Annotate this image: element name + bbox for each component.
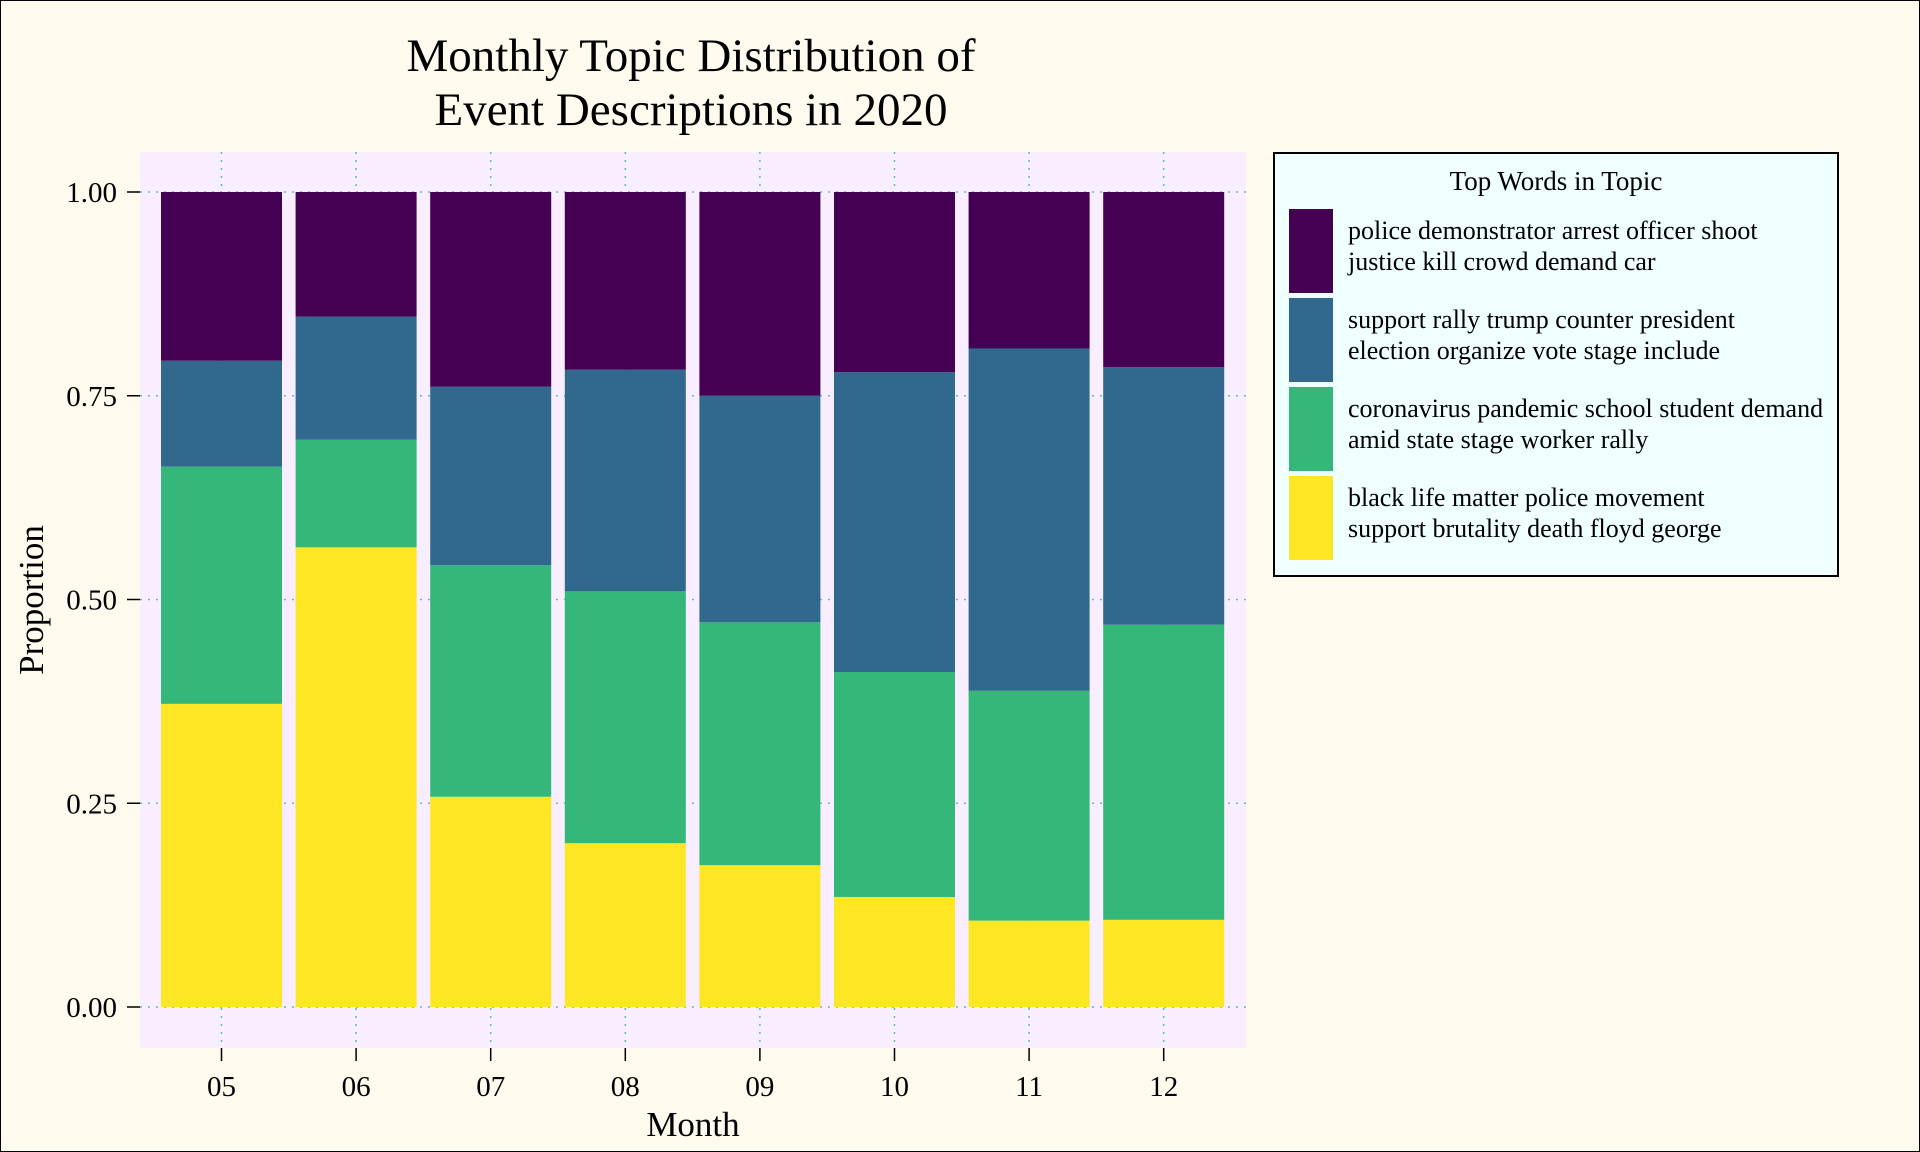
bar-segment-12-series-1 (1103, 919, 1225, 1007)
bar-segment-05-series-2 (161, 466, 282, 704)
x-tick-label: 10 (880, 1071, 909, 1103)
bar-segment-11-series-3 (968, 348, 1090, 691)
bar-segment-10-series-2 (834, 672, 955, 897)
legend-label: black life matter police movement support… (1348, 483, 1722, 543)
bar-segment-08-series-1 (564, 843, 686, 1007)
x-axis-title: Month (646, 1105, 740, 1144)
x-tick-label: 11 (1015, 1071, 1043, 1103)
bar-segment-05-series-3 (161, 360, 282, 467)
x-tick-label: 06 (342, 1071, 371, 1103)
bar-segment-09-series-1 (699, 865, 821, 1007)
bar-segment-09-series-4 (699, 192, 821, 396)
legend-swatch (1289, 209, 1333, 293)
legend-entry: coronavirus pandemic school student dema… (1289, 387, 1829, 471)
bar-segment-06-series-3 (295, 316, 417, 440)
bar-segment-07-series-2 (430, 565, 552, 797)
legend-title: Top Words in Topic (1449, 166, 1663, 196)
legend-swatch (1289, 387, 1333, 471)
bar-segment-06-series-2 (295, 439, 417, 548)
x-tick-label: 08 (611, 1071, 640, 1103)
bar-segment-10-series-3 (834, 372, 955, 673)
x-tick-label: 07 (476, 1071, 505, 1103)
bar-segment-07-series-3 (430, 386, 552, 566)
bar-segment-07-series-4 (430, 192, 552, 387)
x-tick-label: 05 (207, 1071, 236, 1103)
bar-segment-05-series-4 (161, 192, 282, 361)
y-tick-label: 0.00 (66, 992, 117, 1024)
legend: Top Words in Topic police demonstrator a… (1273, 152, 1839, 577)
bar-segment-11-series-4 (968, 192, 1090, 349)
chart-title-line: Event Descriptions in 2020 (434, 84, 948, 136)
bar-segment-12-series-4 (1103, 192, 1225, 368)
legend-entry: police demonstrator arrest officer shoot… (1289, 209, 1829, 293)
bar-segment-12-series-3 (1103, 367, 1225, 625)
y-axis-title: Proportion (12, 525, 51, 675)
bar-segment-09-series-2 (699, 622, 821, 866)
bar-segment-09-series-3 (699, 395, 821, 623)
legend-swatch (1289, 476, 1333, 560)
y-tick-label: 0.75 (66, 381, 117, 413)
bar-segment-08-series-3 (564, 369, 686, 592)
x-tick-label: 09 (745, 1071, 774, 1103)
legend-entry: black life matter police movement support… (1289, 476, 1829, 560)
bar-segment-10-series-4 (834, 192, 955, 373)
legend-swatch (1289, 298, 1333, 382)
bar-segment-06-series-4 (295, 192, 417, 317)
legend-label: coronavirus pandemic school student dema… (1348, 394, 1824, 454)
y-tick-label: 0.50 (66, 585, 117, 617)
bar-segment-08-series-4 (564, 192, 686, 370)
legend-entry: support rally trump counter president ele… (1289, 298, 1829, 382)
y-tick-label: 0.25 (66, 788, 117, 820)
bar-segment-08-series-2 (564, 591, 686, 844)
chart-title: Monthly Topic Distribution of Event Descr… (291, 29, 1091, 137)
x-tick-label: 12 (1149, 1071, 1178, 1103)
chart-title-line: Monthly Topic Distribution of (406, 30, 976, 82)
legend-label: police demonstrator arrest officer shoot… (1348, 216, 1758, 276)
legend-label: support rally trump counter president ele… (1348, 305, 1736, 365)
bar-segment-10-series-1 (834, 896, 955, 1007)
y-tick-label: 1.00 (66, 177, 117, 209)
bar-segment-12-series-2 (1103, 624, 1225, 920)
bar-segment-06-series-1 (295, 547, 417, 1007)
bar-segment-11-series-1 (968, 920, 1090, 1007)
bar-segment-07-series-1 (430, 796, 552, 1007)
bar-segment-05-series-1 (161, 703, 282, 1007)
bar-segment-11-series-2 (968, 690, 1090, 921)
